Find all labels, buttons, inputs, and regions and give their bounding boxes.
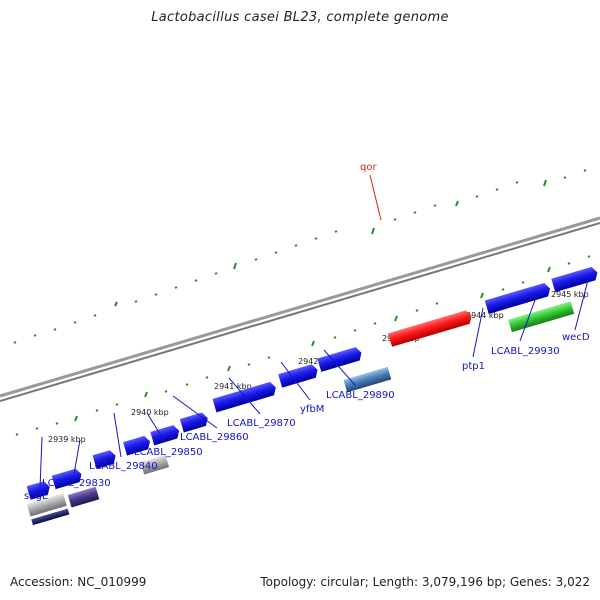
label-leaders bbox=[39, 174, 589, 489]
scale-label: 2939 kbp bbox=[48, 435, 86, 444]
gene-label-qor[interactable]: qor bbox=[360, 162, 377, 173]
gene-label-LCABL_29930[interactable]: LCABL_29930 bbox=[491, 346, 560, 357]
gene-feature-qor[interactable] bbox=[388, 309, 473, 347]
gene-feature[interactable] bbox=[123, 435, 152, 456]
gene-label-LCABL_29890[interactable]: LCABL_29890 bbox=[326, 390, 395, 401]
gene-feature[interactable] bbox=[212, 381, 277, 413]
scale-label: 2945 kbp bbox=[551, 290, 589, 299]
gene-feature[interactable] bbox=[26, 493, 67, 517]
gene-feature-ptp1[interactable] bbox=[508, 301, 575, 333]
gene-label-LCABL_29830[interactable]: LCABL_29830 bbox=[42, 478, 111, 489]
gene-feature[interactable] bbox=[26, 480, 52, 500]
accession-text: Accession: NC_010999 bbox=[10, 575, 147, 589]
gene-feature-yfbM[interactable] bbox=[343, 366, 392, 393]
scale-labels: 2939 kbp 2940 kbp 2941 kbp 2942 kbp 2943… bbox=[48, 290, 589, 444]
outer-tick-ring bbox=[13, 169, 587, 344]
gene-feature-sugE[interactable] bbox=[67, 486, 100, 508]
gene-feature[interactable] bbox=[92, 449, 118, 469]
genome-backbone bbox=[0, 216, 600, 402]
gene-label-LCABL_29840[interactable]: LCABL_29840 bbox=[89, 461, 158, 472]
gene-label-ptp1[interactable]: ptp1 bbox=[462, 361, 485, 372]
gene-label-LCABL_29870[interactable]: LCABL_29870 bbox=[227, 418, 296, 429]
map-title: Lactobacillus casei BL23, complete genom… bbox=[151, 10, 449, 25]
gene-feature[interactable] bbox=[484, 282, 552, 314]
inner-tick-ring bbox=[15, 255, 591, 436]
gene-feature[interactable] bbox=[317, 346, 363, 372]
genome-summary-text: Topology: circular; Length: 3,079,196 bp… bbox=[260, 575, 590, 589]
scale-label: 2940 kbp bbox=[131, 408, 169, 417]
gene-label-LCABL_29860[interactable]: LCABL_29860 bbox=[180, 432, 249, 443]
gene-labels[interactable]: qor sugE LCABL_29830 LCABL_29840 LCABL_2… bbox=[24, 162, 590, 502]
gene-label-wecD[interactable]: wecD bbox=[562, 332, 590, 343]
scale-label: 2941 kbp bbox=[214, 382, 252, 391]
scale-label: 2942 kbp bbox=[298, 357, 336, 366]
gene-feature-LCABL_29840[interactable] bbox=[140, 454, 170, 475]
gene-label-yfbM[interactable]: yfbM bbox=[300, 404, 324, 415]
gene-feature[interactable] bbox=[150, 424, 181, 446]
gene-feature[interactable] bbox=[551, 266, 599, 293]
gene-label-LCABL_29850[interactable]: LCABL_29850 bbox=[134, 447, 203, 458]
scale-label: 2944 kbp bbox=[466, 311, 504, 320]
gene-feature[interactable] bbox=[278, 363, 319, 388]
gene-feature[interactable] bbox=[179, 411, 210, 433]
gene-features[interactable] bbox=[7, 249, 600, 526]
gene-feature[interactable] bbox=[31, 508, 70, 526]
gene-label-sugE[interactable]: sugE bbox=[24, 491, 48, 502]
